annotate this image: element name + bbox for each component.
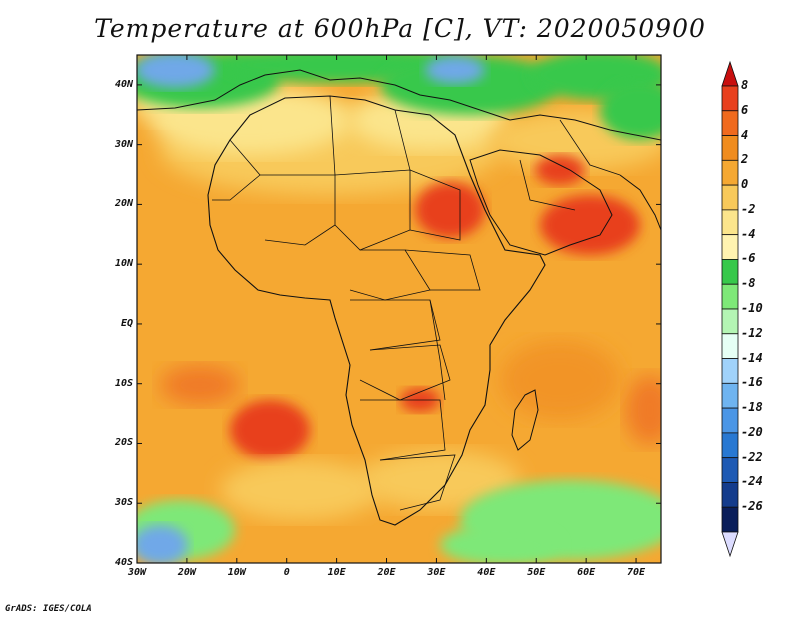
colorbar-label: 2 <box>741 152 749 167</box>
latitude-label: 30S <box>114 497 133 509</box>
temperature-region <box>360 450 520 510</box>
colorbar-label: -6 <box>741 251 756 266</box>
latitude-label: 10N <box>114 258 133 270</box>
longitude-label: 20E <box>377 567 396 578</box>
colorbar-label: -14 <box>741 350 763 365</box>
colorbar-label: 4 <box>741 127 749 142</box>
temperature-region <box>137 55 215 88</box>
coastlines <box>137 69 661 526</box>
temperature-region <box>230 400 310 460</box>
longitude-label: 40E <box>477 567 496 578</box>
temperature-region <box>440 525 560 563</box>
colorbar-label: -24 <box>741 474 763 489</box>
colorbar-label: -18 <box>741 400 763 415</box>
longitude-label: 10W <box>227 567 246 578</box>
grads-credit: GrADS: IGES/COLA <box>5 604 92 614</box>
temperature-region <box>540 195 640 255</box>
temperature-region <box>625 375 661 445</box>
temperature-field <box>137 55 661 563</box>
longitude-label: 0 <box>283 567 290 578</box>
colorbar-label: 6 <box>741 102 749 117</box>
temperature-region <box>220 460 380 520</box>
temperature-region <box>160 365 240 405</box>
temperature-region <box>600 80 661 140</box>
colorbar-label: -10 <box>741 301 763 315</box>
latitude-label: 20N <box>114 198 133 210</box>
map-frame <box>136 54 662 564</box>
temperature-region <box>415 182 485 238</box>
europe-coastline <box>137 69 661 141</box>
longitude-label: 30W <box>127 567 147 578</box>
latitude-label: EQ <box>120 317 133 329</box>
latitude-label: 40S <box>114 557 133 568</box>
latitude-label: 10S <box>114 377 133 389</box>
colorbar-label: -20 <box>741 424 763 439</box>
colorbar-label: 0 <box>741 177 749 192</box>
colorbar-label: -2 <box>741 201 756 216</box>
latitude-label: 40N <box>114 78 133 90</box>
colorbar-label: -22 <box>741 449 763 464</box>
temperature-region <box>137 525 188 563</box>
temperature-region <box>425 56 485 84</box>
colorbar-label: -16 <box>741 375 763 390</box>
colorbar-label: 8 <box>741 78 749 92</box>
temperature-region <box>500 340 620 420</box>
arabia-coastline <box>469 149 613 256</box>
latitude-label: 20S <box>114 437 133 449</box>
latitude-label: 30N <box>114 138 133 150</box>
colorbar-label: -4 <box>741 226 756 241</box>
madagascar-coastline <box>511 389 539 451</box>
longitude-label: 10E <box>327 567 346 578</box>
longitude-label: 30E <box>427 567 446 578</box>
longitude-label: 60E <box>577 567 596 578</box>
india-coastline <box>619 174 661 231</box>
map-title: Temperature at 600hPa [C], VT: 202005090… <box>94 14 706 43</box>
colorbar-label: -8 <box>741 276 756 291</box>
longitude-label: 50E <box>527 567 546 578</box>
country-borders <box>212 95 621 511</box>
axis-ticks <box>136 55 661 564</box>
colorbar-label: -26 <box>741 499 763 514</box>
colorbar-label: -12 <box>741 325 763 340</box>
longitude-label: 70E <box>627 567 646 578</box>
africa-coastline <box>207 95 546 526</box>
temperature-region <box>535 155 585 185</box>
longitude-label: 20W <box>177 567 196 578</box>
